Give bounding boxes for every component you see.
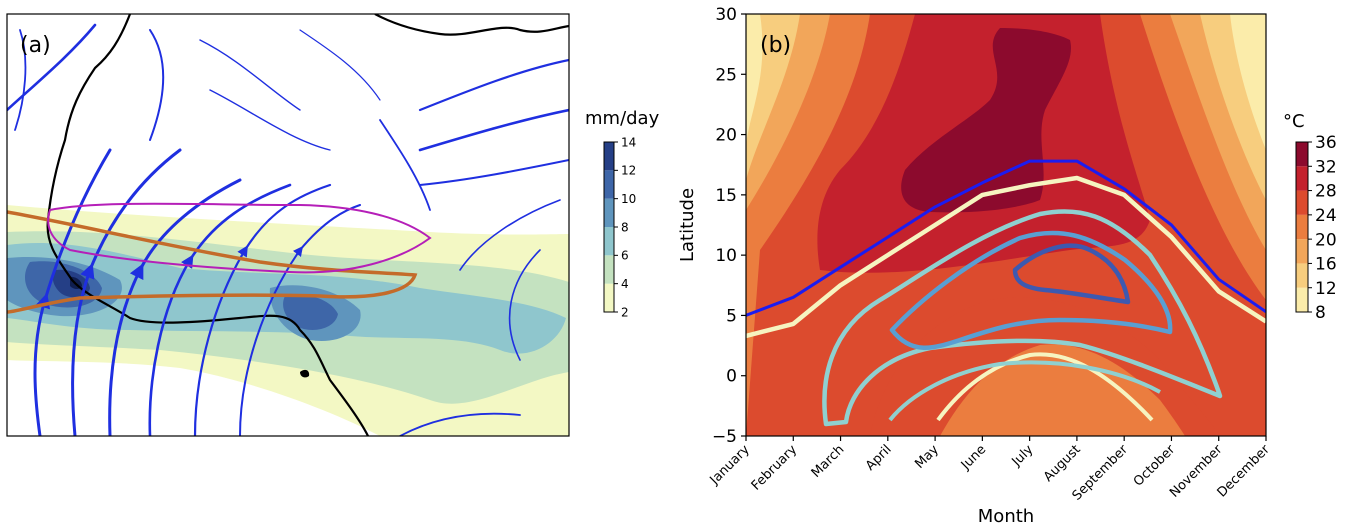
contour-medium-blue (889, 230, 1173, 350)
streamline (14, 29, 27, 131)
colorbar-swatch (604, 170, 614, 199)
streamline (419, 159, 569, 186)
x-tick-label: October (1131, 442, 1179, 490)
colorbar-a-swatches: 2 4 6 8 10 12 14 (603, 135, 636, 319)
x-tick-label: January (707, 442, 753, 488)
colorbar-tick-label: 16 (1315, 255, 1337, 275)
coastline (46, 14, 369, 436)
x-tick-label: March (809, 442, 848, 481)
streamline (193, 183, 332, 436)
y-tick-label: 10 (715, 246, 737, 266)
streamline (508, 249, 541, 361)
colorbar-tick-label: 14 (621, 135, 636, 149)
x-tick-label: April (863, 442, 895, 474)
streamline (199, 39, 301, 111)
streamline (209, 89, 331, 151)
colorbar-swatch (604, 227, 614, 256)
temp-contours (822, 209, 1223, 427)
colorbar-swatch (1296, 190, 1308, 215)
colorbar-tick-label: 24 (1315, 206, 1337, 226)
contour-dark-blue (1012, 243, 1131, 305)
colorbar-tick-label: 6 (621, 249, 629, 263)
temp-level-32 (901, 28, 1071, 213)
colorbar-b-swatches: 8 12 16 20 24 28 32 36 (1295, 133, 1337, 323)
panel-b-frame (745, 13, 1267, 437)
panel-b-label: (b) (760, 33, 791, 58)
monsoon-band-contour (7, 210, 418, 314)
colorbar-swatch (1296, 166, 1308, 191)
x-tick-label: July (1009, 442, 1037, 470)
series-lines (746, 159, 1266, 339)
colorbar-b: °C 8 12 16 20 24 28 32 36 (1283, 111, 1337, 323)
y-axis-label: Latitude (677, 188, 698, 262)
colorbar-tick-label: 10 (621, 192, 636, 206)
colorbar-a-title: mm/day (585, 108, 660, 129)
colorbar-swatch (604, 255, 614, 284)
panel-a: (a) mm/day 2 4 6 8 10 12 14 (6, 13, 660, 437)
x-tick-label: December (1215, 442, 1274, 501)
y-tick-label: 15 (715, 186, 737, 206)
coastline-island (300, 369, 310, 378)
colorbar-tick-label: 8 (621, 220, 629, 234)
streamline (71, 148, 182, 436)
y-tick-label: 20 (715, 126, 737, 146)
y-tick-label: 5 (726, 306, 737, 326)
panel-a-frame (6, 13, 570, 437)
streamline (418, 58, 569, 112)
y-tick-label: 25 (715, 65, 737, 85)
contour-cyan-lower (888, 360, 1161, 422)
colorbar-swatch (1296, 214, 1308, 240)
colorbar-swatch (604, 142, 614, 171)
x-tick-label: June (958, 442, 989, 473)
colorbar-tick-label: 20 (1315, 230, 1337, 250)
colorbar-tick-label: 4 (621, 277, 629, 291)
colorbar-swatch (1296, 239, 1308, 264)
streamline (379, 119, 431, 211)
streamline (7, 23, 97, 112)
colorbar-tick-label: 32 (1315, 157, 1337, 177)
colorbar-b-title: °C (1283, 111, 1305, 132)
y-tick-label: −5 (712, 427, 737, 447)
streamline (299, 29, 381, 101)
x-axis-label: Month (978, 506, 1034, 527)
streamline (399, 412, 521, 436)
colorbar-tick-label: 2 (621, 305, 629, 319)
streamline (418, 108, 569, 152)
series-line-1 (746, 159, 1266, 317)
colorbar-swatch (1296, 142, 1308, 167)
colorbar-tick-label: 28 (1315, 182, 1337, 202)
temperature-field (746, 14, 1266, 436)
colorbar-a: mm/day 2 4 6 8 10 12 14 (585, 108, 660, 319)
streamline (33, 148, 112, 436)
x-tick-label: February (749, 442, 801, 494)
colorbar-tick-label: 36 (1315, 133, 1337, 153)
colorbar-tick-label: 12 (1315, 279, 1337, 299)
streamline (148, 183, 292, 436)
y-tick-label: 30 (715, 5, 737, 25)
colorbar-swatch (1296, 263, 1308, 288)
colorbar-outline (1295, 141, 1309, 313)
streamline (459, 199, 561, 271)
colorbar-swatch (604, 283, 614, 312)
colorbar-swatch (604, 198, 614, 227)
colorbar-swatch (1296, 287, 1308, 312)
colorbar-tick-label: 12 (621, 164, 636, 178)
contour-pale-lower (936, 352, 1154, 422)
precip-field (7, 14, 569, 436)
series-line-2 (746, 175, 1266, 339)
panel-a-label: (a) (20, 33, 51, 58)
x-tick-label: May (912, 442, 942, 472)
y-tick-label: 0 (726, 367, 737, 387)
streamline (149, 29, 165, 141)
coastline-north (374, 14, 569, 36)
contour-light-cyan (822, 209, 1223, 427)
secondary-band-contour (47, 202, 432, 274)
colorbar-tick-label: 8 (1315, 303, 1326, 323)
precip-contour-8 (7, 256, 361, 341)
x-tick-label: August (1041, 442, 1084, 485)
